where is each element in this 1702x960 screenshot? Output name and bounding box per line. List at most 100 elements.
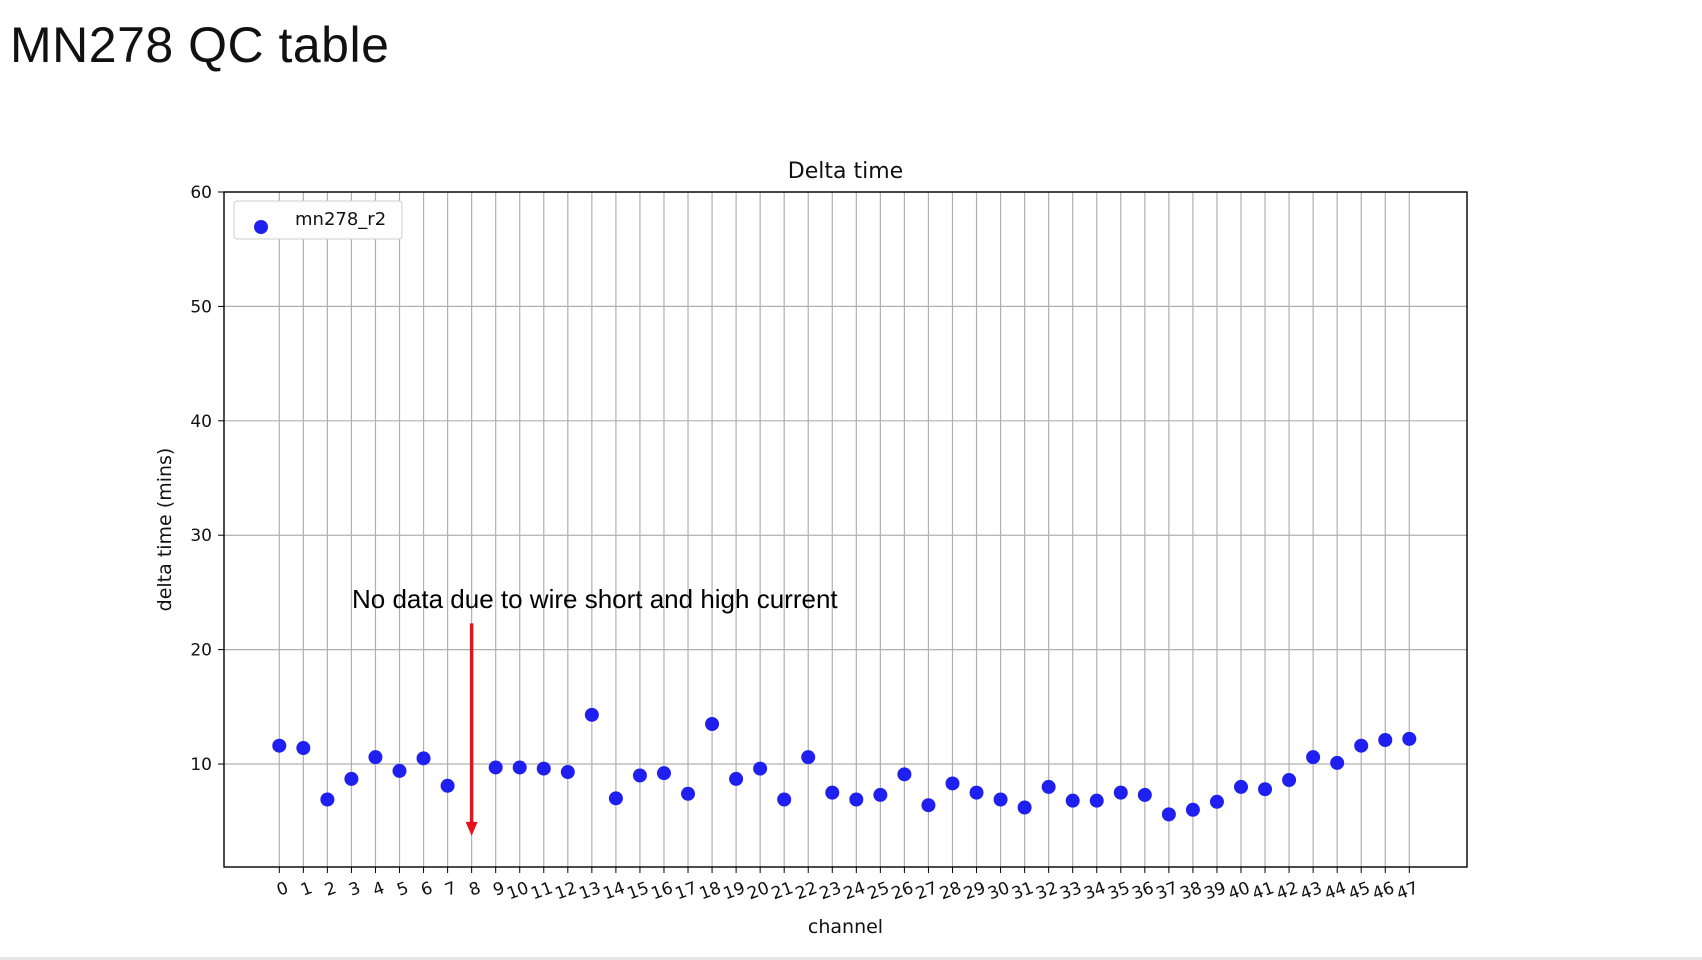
data-point — [993, 792, 1008, 807]
x-tick-label: 10 — [504, 878, 531, 904]
data-point — [440, 778, 455, 793]
data-point — [1354, 738, 1369, 753]
x-tick-label: 2 — [322, 878, 339, 900]
data-point — [1330, 755, 1345, 770]
x-tick-label: 16 — [649, 878, 676, 904]
data-point — [969, 785, 984, 800]
x-tick-label: 21 — [769, 878, 796, 904]
data-point — [392, 763, 407, 778]
y-tick-label: 10 — [190, 755, 212, 775]
x-tick-label: 28 — [937, 878, 964, 904]
x-tick-label: 25 — [865, 878, 892, 904]
x-tick-label: 18 — [697, 878, 724, 904]
x-tick-label: 31 — [1009, 878, 1036, 904]
data-point — [632, 768, 647, 783]
data-point — [1113, 785, 1128, 800]
x-tick-label: 32 — [1033, 878, 1060, 904]
data-point — [1209, 794, 1224, 809]
x-tick-label: 42 — [1274, 878, 1301, 904]
x-tick-label: 24 — [841, 878, 868, 904]
data-point — [753, 761, 768, 776]
y-tick-label: 50 — [190, 297, 212, 317]
data-point — [416, 751, 431, 766]
x-tick-label: 11 — [528, 878, 555, 904]
data-point — [849, 792, 864, 807]
x-tick-label: 6 — [418, 878, 435, 900]
x-tick-label: 15 — [625, 878, 652, 904]
data-point — [512, 760, 527, 775]
x-tick-label: 36 — [1129, 878, 1156, 904]
data-point — [656, 766, 671, 781]
data-point — [584, 707, 599, 722]
x-tick-label: 41 — [1250, 878, 1277, 904]
chart-title: Delta time — [788, 159, 903, 184]
annotation-arrow-head — [465, 821, 478, 836]
data-point — [368, 750, 383, 765]
slide-bottom-divider — [0, 957, 1702, 960]
data-point — [344, 771, 359, 786]
data-point — [1306, 750, 1321, 765]
data-point — [560, 765, 575, 780]
data-point — [1282, 773, 1297, 788]
data-point — [1041, 779, 1056, 794]
data-point — [777, 792, 792, 807]
x-tick-label: 44 — [1322, 878, 1349, 904]
x-axis-label: channel — [808, 916, 883, 938]
x-tick-label: 43 — [1298, 878, 1325, 904]
slide-title: MN278 QC table — [10, 17, 390, 73]
x-tick-label: 30 — [985, 878, 1012, 904]
legend-label: mn278_r2 — [295, 209, 386, 230]
data-point — [1402, 731, 1417, 746]
plot-frame — [223, 191, 1468, 868]
data-point — [873, 787, 888, 802]
y-tick-label: 60 — [190, 183, 212, 203]
x-tick-label: 0 — [274, 878, 291, 900]
data-point — [608, 791, 623, 806]
x-tick-label: 26 — [889, 878, 916, 904]
data-point — [1234, 779, 1248, 794]
data-point — [1258, 782, 1273, 797]
data-point — [272, 738, 287, 753]
x-tick-label: 34 — [1081, 878, 1108, 904]
x-tick-label: 23 — [817, 878, 844, 904]
x-tick-label: 19 — [721, 878, 748, 904]
data-point — [801, 750, 816, 765]
data-point — [729, 771, 744, 786]
x-tick-label: 20 — [745, 878, 772, 904]
x-tick-label: 33 — [1057, 878, 1084, 904]
y-tick-label: 30 — [190, 526, 212, 546]
x-tick-label: 5 — [394, 878, 411, 900]
y-tick-label: 20 — [190, 641, 212, 661]
x-tick-label: 4 — [370, 878, 387, 900]
y-tick-label: 40 — [190, 412, 212, 432]
x-tick-label: 45 — [1346, 878, 1373, 904]
data-point — [945, 776, 960, 791]
data-point — [536, 761, 551, 776]
x-tick-label: 7 — [442, 878, 459, 900]
x-tick-label: 13 — [576, 878, 603, 904]
x-tick-label: 22 — [793, 878, 820, 904]
legend-box — [233, 200, 403, 240]
x-tick-label: 29 — [961, 878, 988, 904]
data-point — [1089, 793, 1104, 808]
data-point — [320, 792, 335, 807]
data-point — [825, 785, 840, 800]
data-point — [1185, 802, 1200, 817]
data-point — [681, 786, 696, 801]
x-tick-label: 35 — [1105, 878, 1132, 904]
data-point — [1017, 800, 1032, 815]
x-tick-label: 37 — [1154, 878, 1181, 904]
x-tick-label: 39 — [1202, 878, 1229, 904]
x-tick-label: 12 — [552, 878, 579, 904]
x-tick-label: 8 — [466, 878, 483, 900]
legend-marker — [254, 220, 268, 234]
x-tick-label: 14 — [601, 878, 628, 904]
x-tick-label: 3 — [346, 878, 363, 900]
x-tick-label: 40 — [1226, 878, 1253, 904]
x-tick-label: 1 — [298, 878, 315, 900]
x-tick-label: 46 — [1370, 878, 1397, 904]
data-point — [1137, 787, 1152, 802]
data-point — [1378, 733, 1393, 748]
x-tick-label: 17 — [673, 878, 700, 904]
